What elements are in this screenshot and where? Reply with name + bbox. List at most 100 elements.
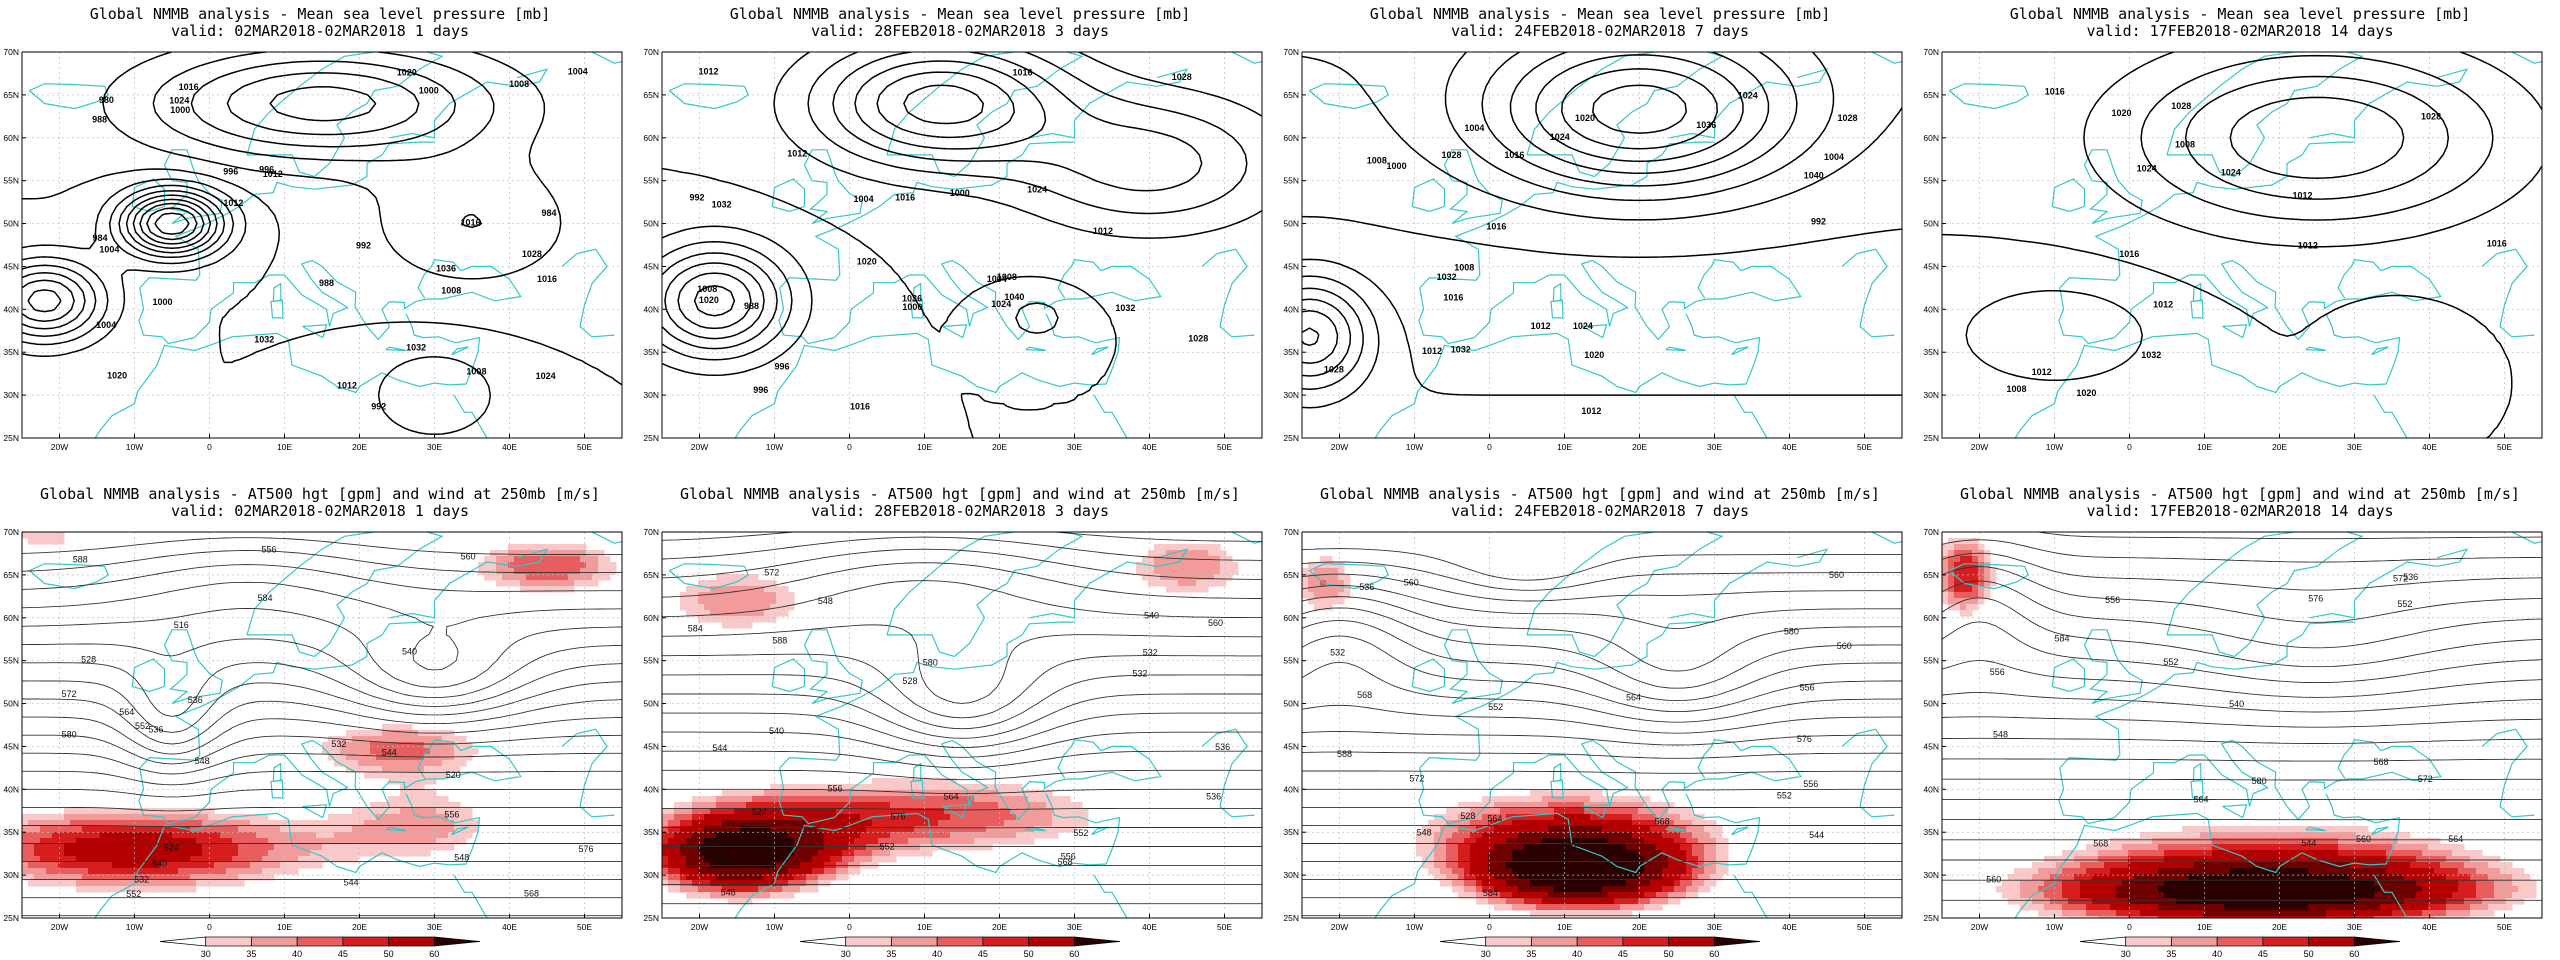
isoline-label: 1000 [1387, 161, 1407, 171]
isoline-label: 1008 [441, 286, 461, 296]
map-canvas: 552 548 544 540 536 556 560 564 568 572 576 580 584 5… [1923, 527, 2543, 959]
colorbar-label: 40 [1572, 949, 1582, 959]
lon-tick-label: 10E [277, 922, 292, 932]
lon-tick-label: 10W [2046, 442, 2063, 452]
lat-tick-label: 50N [1923, 699, 1939, 709]
lat-tick-label: 50N [643, 219, 659, 229]
panel-valid-period: valid: 28FEB2018-02MAR2018 3 days [810, 502, 1109, 520]
lon-tick-label: 10E [277, 442, 292, 452]
lat-tick-label: 45N [643, 261, 659, 271]
lon-tick-label: 20E [1632, 442, 1647, 452]
colorbar-label: 45 [338, 949, 348, 959]
panel-valid-period: valid: 17FEB2018-02MAR2018 14 days [2086, 502, 2394, 520]
lon-tick-label: 20E [2272, 442, 2287, 452]
isoline-label: 1036 [436, 263, 456, 273]
isoline-label: 1008 [2006, 384, 2026, 394]
isoline-labels: 5405445365325285245205165485525565605645… [62, 544, 594, 899]
isoline-label: 552 [1073, 828, 1088, 838]
lat-tick-label: 25N [1283, 913, 1299, 923]
mslp-map-panel: Global NMMB analysis - Mean sea level pr… [640, 0, 1280, 480]
lat-tick-label: 70N [1283, 47, 1299, 57]
isoline-label: 564 [944, 791, 959, 801]
isoline-label: 1016 [1012, 68, 1032, 78]
isoline-label: 1024 [2221, 168, 2241, 178]
isoline-label: 528 [81, 654, 96, 664]
lon-tick-label: 40E [1142, 922, 1157, 932]
isoline-label: 1008 [1367, 156, 1387, 166]
lon-tick-label: 20E [992, 922, 1007, 932]
lat-tick-label: 25N [643, 433, 659, 443]
lon-tick-label: 0 [1487, 442, 1492, 452]
lon-tick-label: 30E [2347, 922, 2362, 932]
isoline-label: 1016 [179, 82, 199, 92]
colorbar-label: 45 [978, 949, 988, 959]
isoline-label: 1012 [2032, 367, 2052, 377]
lon-tick-label: 40E [502, 442, 517, 452]
isoline-label: 1012 [2153, 300, 2173, 310]
isoline-label: 1016 [1486, 221, 1506, 231]
colorbar-label: 50 [1024, 949, 1034, 959]
panel-title: Global NMMB analysis - AT500 hgt [gpm] a… [1960, 485, 2520, 503]
isoline-label: 1032 [1115, 303, 1135, 313]
isoline-label: 556 [828, 784, 843, 794]
isoline-label: 536 [1215, 742, 1230, 752]
isoline-label: 1024 [1738, 91, 1758, 101]
panel-title: Global NMMB analysis - Mean sea level pr… [89, 5, 551, 23]
isoline-label: 1032 [2141, 350, 2161, 360]
isoline-label: 1012 [223, 198, 243, 208]
lat-tick-label: 30N [1923, 390, 1939, 400]
isoline-label: 540 [152, 859, 167, 869]
isoline-label: 540 [1561, 841, 1576, 851]
isoline-label: 548 [1417, 828, 1432, 838]
isoline-label: 564 [2193, 794, 2208, 804]
panel-title: Global NMMB analysis - Mean sea level pr… [2009, 5, 2471, 23]
lon-tick-label: 0 [2127, 922, 2132, 932]
isoline-label: 1012 [1093, 226, 1113, 236]
lat-tick-label: 65N [1923, 90, 1939, 100]
isoline-label: 560 [1837, 641, 1852, 651]
isoline-label: 548 [1993, 729, 2008, 739]
isoline-label: 576 [578, 844, 593, 854]
graticule [1302, 532, 1902, 918]
isoline-label: 552 [135, 721, 150, 731]
lon-tick-label: 10E [1557, 922, 1572, 932]
hgt500-wind-map-panel: Global NMMB analysis - AT500 hgt [gpm] a… [640, 480, 1280, 960]
isoline-label: 544 [1809, 830, 1824, 840]
map-frame [21, 51, 623, 439]
isoline-label: 996 [223, 167, 238, 177]
lon-tick-label: 0 [207, 442, 212, 452]
isoline-label: 560 [1829, 570, 1844, 580]
isoline-label: 552 [2397, 599, 2412, 609]
isoline-label: 568 [1655, 816, 1670, 826]
isoline-label: 572 [2393, 574, 2408, 584]
isoline-label: 996 [774, 361, 789, 371]
lat-tick-label: 50N [1283, 699, 1299, 709]
lat-tick-label: 60N [3, 133, 19, 143]
isoline-label: 1000 [170, 105, 190, 115]
lat-tick-label: 25N [3, 433, 19, 443]
isoline-label: 556 [1061, 852, 1076, 862]
panel-valid-period: valid: 24FEB2018-02MAR2018 7 days [1450, 22, 1749, 40]
lon-tick-label: 10E [917, 922, 932, 932]
map-frame [1301, 531, 1903, 919]
lon-tick-label: 0 [207, 922, 212, 932]
isoline-label: 1000 [152, 297, 172, 307]
isoline-label: 1008 [997, 272, 1017, 282]
isoline-label: 520 [446, 770, 461, 780]
isoline-label: 992 [1811, 217, 1826, 227]
isoline-labels: 552 548 544 540 536 556 560 564 568 572 576 580 584 5… [1986, 572, 2463, 884]
hgt500-wind-map-panel: Global NMMB analysis - AT500 hgt [gpm] a… [1280, 480, 1920, 960]
isoline-label: 552 [1777, 791, 1792, 801]
isoline-label: 544 [2301, 838, 2316, 848]
lon-tick-label: 50E [1217, 442, 1232, 452]
lat-tick-label: 40N [1923, 304, 1939, 314]
lat-tick-label: 40N [3, 784, 19, 794]
isoline-label: 996 [259, 164, 274, 174]
map-frame [1941, 51, 2543, 439]
map-frame [1941, 531, 2543, 919]
isoline-label: 1012 [2298, 240, 2318, 250]
isoline-label: 1008 [2175, 139, 2195, 149]
isoline-label: 560 [1404, 577, 1419, 587]
colorbar-label: 60 [429, 949, 439, 959]
map-frame [21, 531, 623, 919]
